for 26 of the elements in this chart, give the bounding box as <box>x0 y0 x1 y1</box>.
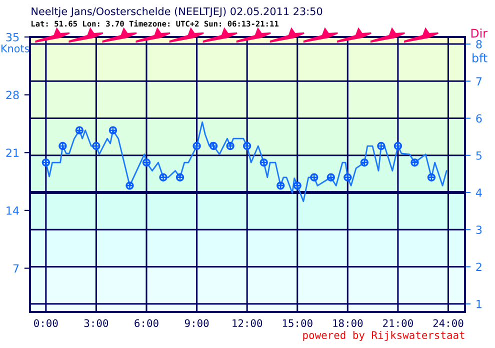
y-tick-label: 21 <box>6 148 19 157</box>
y-tick-label: 28 <box>6 90 19 100</box>
y2-tick-label: 1 <box>476 300 482 308</box>
y-tick-label: 14 <box>6 206 19 215</box>
y2-tick-label: 8 <box>476 40 482 48</box>
x-tick-label: 18:00 <box>333 319 363 328</box>
y-tick-label: 7 <box>13 264 19 272</box>
x-tick-label: 0:00 <box>34 319 58 328</box>
y2-tick-label: 5 <box>476 152 482 160</box>
y2-tick-label: 7 <box>476 77 482 86</box>
text: powered by Rijkswaterstaat <box>303 330 464 342</box>
x-tick-label: 3:00 <box>84 319 108 328</box>
y2-tick-label: 3 <box>476 226 482 234</box>
text: Dir <box>471 28 488 38</box>
x-tick-label: 12:00 <box>232 319 262 328</box>
y2-tick-label: 2 <box>476 262 482 271</box>
x-tick-label: 24:00 <box>433 319 464 328</box>
y2-axis-title: bft <box>472 53 488 62</box>
x-tick-label: 6:00 <box>134 319 158 328</box>
y2-tick-label: 4 <box>476 188 482 197</box>
chart-title: Neeltje Jans/Oosterschelde (NEELTJEJ) 02.05.2011 23:50 <box>32 7 322 18</box>
x-tick-label: 15:00 <box>282 319 312 328</box>
x-tick-label: 9:00 <box>184 319 209 328</box>
y-tick-label: 35 <box>6 32 19 42</box>
x-tick-label: 21:00 <box>383 319 413 328</box>
y2-tick-label: 6 <box>476 114 482 123</box>
